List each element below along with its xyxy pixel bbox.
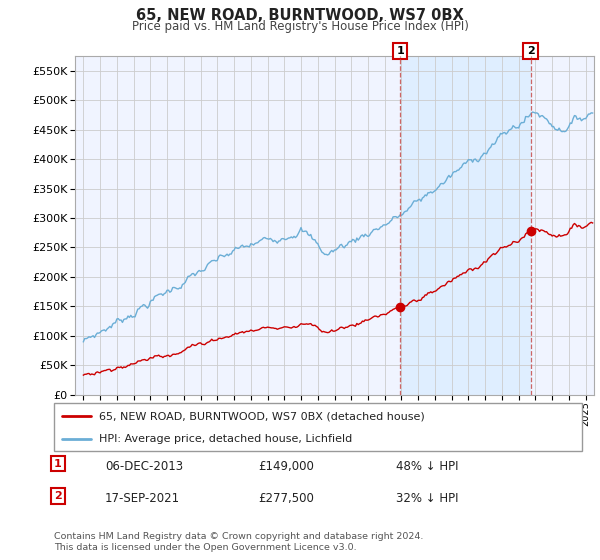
Text: 1: 1 [396, 46, 404, 56]
Text: 48% ↓ HPI: 48% ↓ HPI [396, 460, 458, 473]
Text: Price paid vs. HM Land Registry's House Price Index (HPI): Price paid vs. HM Land Registry's House … [131, 20, 469, 32]
Text: Contains HM Land Registry data © Crown copyright and database right 2024.
This d: Contains HM Land Registry data © Crown c… [54, 532, 424, 552]
Text: 06-DEC-2013: 06-DEC-2013 [105, 460, 183, 473]
Text: 65, NEW ROAD, BURNTWOOD, WS7 0BX: 65, NEW ROAD, BURNTWOOD, WS7 0BX [136, 8, 464, 24]
Text: 65, NEW ROAD, BURNTWOOD, WS7 0BX (detached house): 65, NEW ROAD, BURNTWOOD, WS7 0BX (detach… [99, 411, 425, 421]
Text: 32% ↓ HPI: 32% ↓ HPI [396, 492, 458, 505]
Bar [400, 56, 530, 395]
Text: 1: 1 [54, 459, 62, 469]
Text: 17-SEP-2021: 17-SEP-2021 [105, 492, 180, 505]
Text: 2: 2 [54, 491, 62, 501]
Text: £149,000: £149,000 [258, 460, 314, 473]
Text: HPI: Average price, detached house, Lichfield: HPI: Average price, detached house, Lich… [99, 434, 352, 444]
Text: 2: 2 [527, 46, 535, 56]
Text: £277,500: £277,500 [258, 492, 314, 505]
FancyBboxPatch shape [54, 403, 582, 451]
